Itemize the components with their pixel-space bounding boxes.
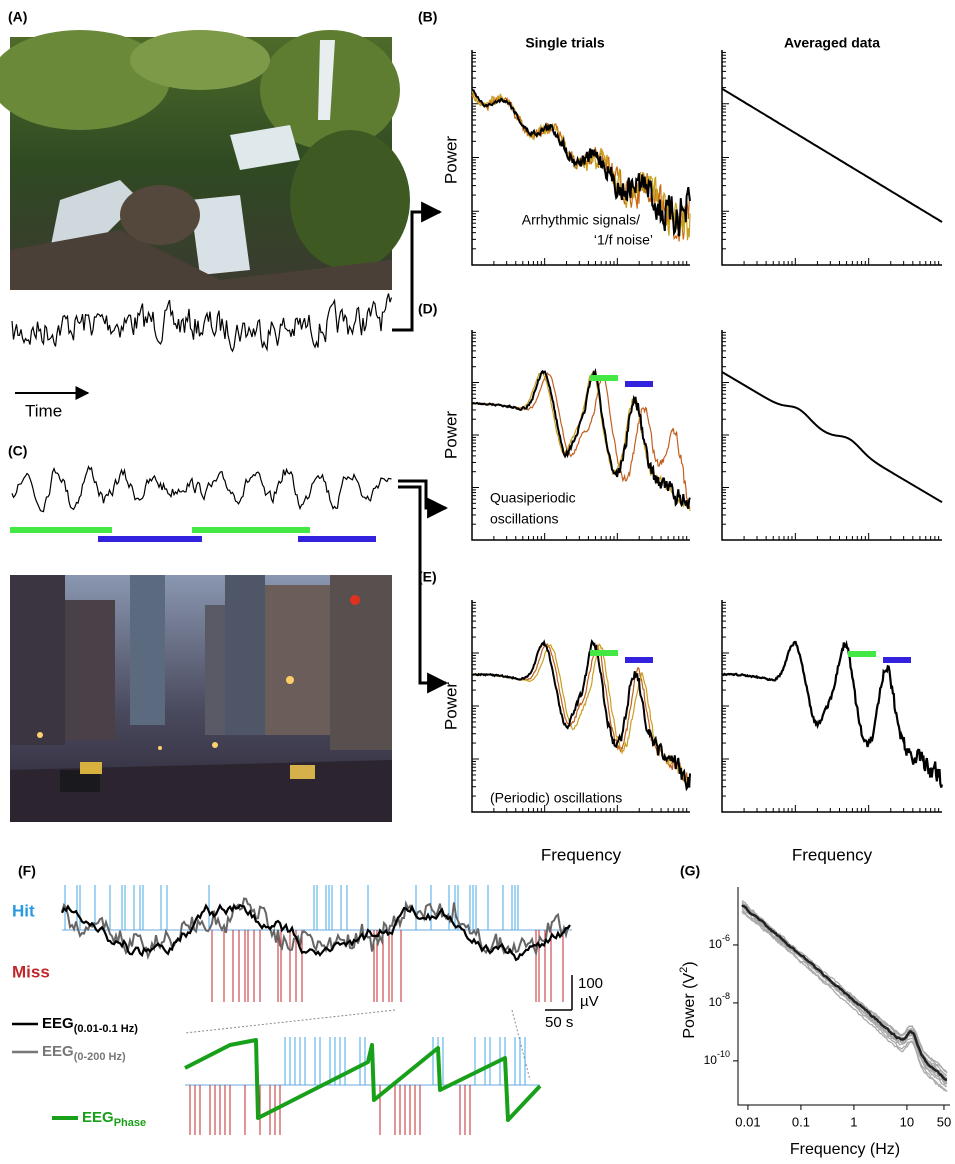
x-tick-label: 0.01 — [735, 1114, 760, 1129]
y-label-sup: 2 — [678, 967, 690, 973]
signal-trace — [11, 293, 393, 353]
zoom-line — [184, 1009, 531, 1081]
axis-line — [721, 50, 942, 266]
scale-label: µV — [580, 993, 599, 1010]
legend-subscript: (0-200 Hz) — [74, 1051, 126, 1063]
legend-name: EEG — [82, 1109, 114, 1126]
city-photo — [10, 575, 392, 822]
spectrum — [471, 90, 691, 241]
tick-exponent: -8 — [722, 991, 730, 1001]
tick-exponent: -10 — [717, 1049, 730, 1059]
x-label: Frequency (Hz) — [790, 1141, 900, 1158]
legend-label: EEG(0.01-0.1 Hz) — [42, 1015, 138, 1035]
column-title: Single trials — [525, 35, 605, 51]
panel-label: (B) — [418, 9, 437, 25]
panel-label: (F) — [18, 863, 36, 879]
spectrum — [742, 912, 948, 1083]
y-tick-label: 10-8 — [709, 991, 730, 1009]
annotation: oscillations — [490, 511, 558, 527]
legend-subscript: Phase — [114, 1117, 146, 1129]
arrow — [398, 479, 449, 519]
arrow — [398, 485, 449, 694]
x-tick-label: 10 — [900, 1114, 914, 1129]
scale-label: 100 — [578, 975, 603, 992]
y-label: Power — [441, 682, 460, 731]
y-tick-label: 10-10 — [704, 1049, 730, 1067]
y-label: Power (V2) — [678, 961, 698, 1038]
y-label: Power — [441, 411, 460, 460]
spectrum — [721, 371, 943, 504]
annotation: ‘1/f noise’ — [594, 232, 653, 248]
annotation: Quasiperiodic — [490, 490, 576, 506]
panel-label: (A) — [8, 9, 27, 25]
y-label-text: Power (V — [681, 973, 698, 1039]
axis-line — [471, 600, 690, 813]
spectrum — [471, 88, 691, 237]
hit-label: Hit — [12, 901, 35, 920]
tick-base: 10 — [704, 1053, 718, 1067]
scale-label: 50 s — [545, 1014, 573, 1031]
axis-line — [737, 887, 950, 1106]
signal-trace — [11, 465, 392, 513]
x-label: Frequency — [541, 845, 622, 864]
panel-label: (C) — [8, 443, 27, 459]
panel-label: (E) — [418, 569, 437, 585]
spectrum — [471, 367, 691, 510]
arrow — [392, 201, 443, 332]
spectrum — [472, 643, 691, 788]
phase-trace — [184, 1038, 542, 1122]
x-label: Frequency — [792, 845, 873, 864]
annotation: (Periodic) oscillations — [490, 790, 622, 806]
spectrum — [721, 87, 943, 223]
tick-base: 10 — [709, 995, 723, 1009]
spectrum — [741, 908, 948, 1092]
spectrum — [471, 638, 691, 792]
panel-label: (G) — [680, 863, 700, 879]
miss-label: Miss — [12, 962, 50, 981]
column-title: Averaged data — [784, 35, 880, 51]
tick-exponent: -6 — [722, 933, 730, 943]
y-label: Power — [441, 136, 460, 185]
y-tick-label: 10-6 — [709, 933, 730, 951]
axis-line — [721, 600, 942, 813]
tick-base: 10 — [709, 937, 723, 951]
eeg-trace — [61, 903, 571, 962]
x-tick-label: 0.1 — [792, 1114, 810, 1129]
x-tick-label: 1 — [850, 1114, 857, 1129]
legend-subscript: (0.01-0.1 Hz) — [74, 1023, 139, 1035]
annotation: Arrhythmic signals/ — [522, 212, 640, 228]
legend-label: EEG(0-200 Hz) — [42, 1043, 126, 1063]
y-label-text: ) — [681, 961, 698, 966]
time-label: Time — [25, 401, 62, 420]
legend-name: EEG — [42, 1015, 74, 1032]
panel-label: (D) — [418, 301, 437, 317]
legend-label: EEGPhase — [82, 1109, 146, 1129]
x-tick-label: 50 — [937, 1114, 951, 1129]
waterfall-photo — [0, 30, 410, 290]
spectrum — [722, 639, 944, 788]
spectrum — [741, 904, 948, 1082]
spectrum — [472, 372, 691, 509]
legend-name: EEG — [42, 1043, 74, 1060]
axis-line — [471, 50, 690, 266]
